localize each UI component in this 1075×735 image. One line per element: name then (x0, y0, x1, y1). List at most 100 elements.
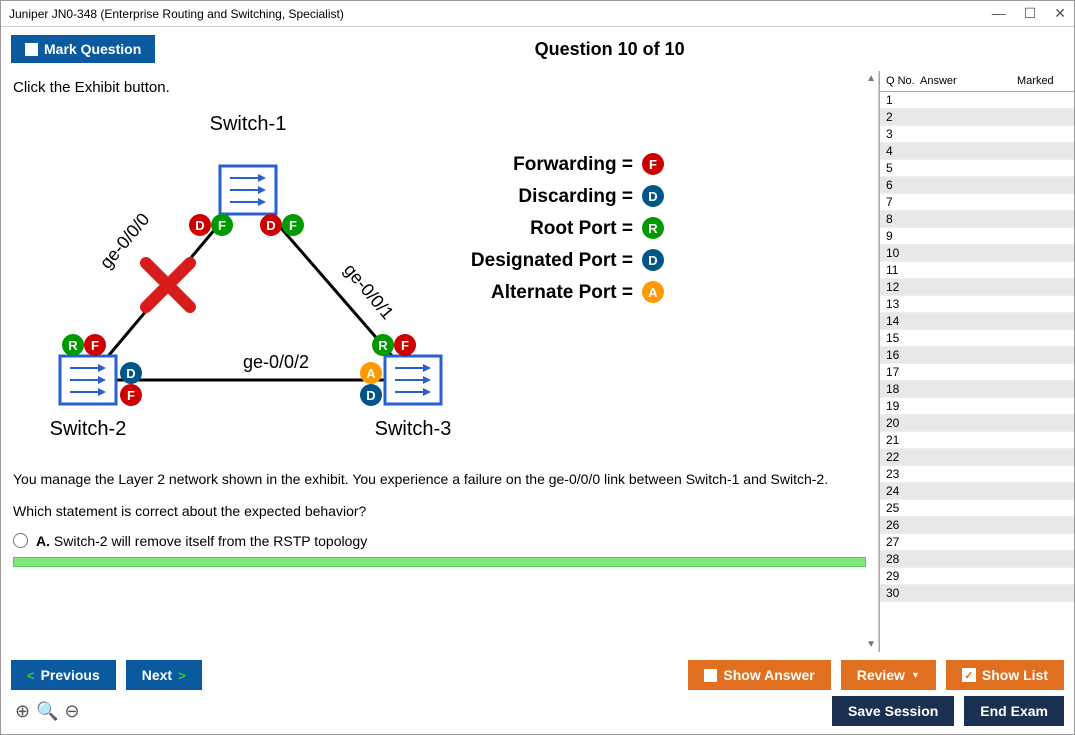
zoom-reset-icon[interactable]: ⊕ (15, 701, 30, 722)
qlist-num: 14 (880, 314, 918, 328)
svg-text:F: F (401, 338, 409, 353)
svg-text:Discarding =: Discarding = (518, 186, 633, 207)
svg-text:F: F (649, 157, 657, 172)
qlist-num: 23 (880, 467, 918, 481)
qlist-num: 3 (880, 127, 918, 141)
qlist-row[interactable]: 17 (880, 364, 1074, 381)
show-answer-label: Show Answer (723, 667, 814, 683)
svg-text:ge-0/0/1: ge-0/0/1 (340, 260, 398, 323)
svg-text:ge-0/0/2: ge-0/0/2 (243, 352, 309, 372)
qlist-row[interactable]: 15 (880, 330, 1074, 347)
qlist-row[interactable]: 13 (880, 296, 1074, 313)
qlist-row[interactable]: 6 (880, 177, 1074, 194)
qlist-num: 11 (880, 263, 918, 277)
show-list-label: Show List (982, 667, 1048, 683)
exhibit-diagram: ge-0/0/0ge-0/0/1ge-0/0/2Switch-1Switch-2… (13, 110, 833, 450)
qlist-num: 24 (880, 484, 918, 498)
qlist-row[interactable]: 5 (880, 160, 1074, 177)
show-list-button[interactable]: ✓ Show List (946, 660, 1064, 690)
qlist-num: 30 (880, 586, 918, 600)
qlist-row[interactable]: 10 (880, 245, 1074, 262)
mark-question-button[interactable]: Mark Question (11, 35, 155, 63)
qlist-row[interactable]: 7 (880, 194, 1074, 211)
qlist-num: 4 (880, 144, 918, 158)
svg-text:Switch-1: Switch-1 (210, 113, 287, 135)
qlist-row[interactable]: 3 (880, 126, 1074, 143)
qlist-header: Q No. Answer Marked (880, 71, 1074, 92)
qlist-num: 29 (880, 569, 918, 583)
qlist-num: 15 (880, 331, 918, 345)
qlist-row[interactable]: 21 (880, 432, 1074, 449)
qlist-row[interactable]: 24 (880, 483, 1074, 500)
qlist-row[interactable]: 2 (880, 109, 1074, 126)
svg-text:R: R (378, 338, 388, 353)
qlist-num: 20 (880, 416, 918, 430)
qlist-row[interactable]: 27 (880, 534, 1074, 551)
qlist-row[interactable]: 29 (880, 568, 1074, 585)
qlist-row[interactable]: 22 (880, 449, 1074, 466)
qlist-row[interactable]: 16 (880, 347, 1074, 364)
svg-text:D: D (195, 218, 204, 233)
zoom-in-icon[interactable]: 🔍 (36, 701, 58, 722)
qlist-row[interactable]: 9 (880, 228, 1074, 245)
save-session-button[interactable]: Save Session (832, 696, 954, 726)
minimize-icon[interactable]: — (992, 5, 1006, 22)
qlist-row[interactable]: 26 (880, 517, 1074, 534)
scroll-up-icon[interactable]: ▲ (866, 73, 876, 84)
option-radio[interactable] (13, 533, 28, 548)
qlist-row[interactable]: 4 (880, 143, 1074, 160)
question-counter: Question 10 of 10 (155, 39, 1064, 60)
col-qno: Q No. (882, 75, 920, 87)
qlist-row[interactable]: 8 (880, 211, 1074, 228)
qlist-row[interactable]: 19 (880, 398, 1074, 415)
qlist-body[interactable]: 1234567891011121314151617181920212223242… (880, 92, 1074, 652)
svg-text:F: F (91, 338, 99, 353)
qlist-row[interactable]: 14 (880, 313, 1074, 330)
qlist-row[interactable]: 20 (880, 415, 1074, 432)
scroll-down-icon[interactable]: ▼ (866, 639, 876, 650)
qlist-row[interactable]: 18 (880, 381, 1074, 398)
qlist-row[interactable]: 28 (880, 551, 1074, 568)
instruction-text: Click the Exhibit button. (13, 79, 866, 96)
previous-button[interactable]: < Previous (11, 660, 116, 690)
svg-text:A: A (648, 285, 658, 300)
window-title: Juniper JN0-348 (Enterprise Routing and … (9, 7, 344, 21)
review-label: Review (857, 667, 905, 683)
option-A[interactable]: A. Switch-2 will remove itself from the … (13, 533, 866, 549)
question-content: ▲ Click the Exhibit button. ge-0/0/0ge-0… (1, 71, 879, 652)
qlist-num: 19 (880, 399, 918, 413)
svg-text:A: A (366, 366, 376, 381)
qlist-num: 10 (880, 246, 918, 260)
qlist-num: 28 (880, 552, 918, 566)
svg-text:R: R (68, 338, 78, 353)
next-button[interactable]: Next > (126, 660, 202, 690)
qlist-num: 16 (880, 348, 918, 362)
qlist-num: 18 (880, 382, 918, 396)
qlist-row[interactable]: 30 (880, 585, 1074, 602)
svg-text:D: D (366, 388, 375, 403)
check-icon: ✓ (962, 668, 976, 682)
qlist-row[interactable]: 23 (880, 466, 1074, 483)
qlist-row[interactable]: 1 (880, 92, 1074, 109)
qlist-row[interactable]: 25 (880, 500, 1074, 517)
maximize-icon[interactable]: ☐ (1024, 5, 1037, 22)
chevron-right-icon: > (178, 668, 186, 683)
end-exam-button[interactable]: End Exam (964, 696, 1064, 726)
zoom-out-icon[interactable]: ⊖ (65, 701, 80, 722)
mark-question-label: Mark Question (44, 41, 141, 57)
svg-text:Forwarding =: Forwarding = (513, 154, 633, 175)
qlist-row[interactable]: 11 (880, 262, 1074, 279)
main: ▲ Click the Exhibit button. ge-0/0/0ge-0… (1, 71, 1074, 652)
svg-text:Alternate Port =: Alternate Port = (491, 282, 633, 303)
review-button[interactable]: Review ▼ (841, 660, 936, 690)
qlist-num: 25 (880, 501, 918, 515)
qlist-num: 9 (880, 229, 918, 243)
qlist-num: 27 (880, 535, 918, 549)
svg-text:F: F (127, 388, 135, 403)
window-controls: — ☐ ✕ (992, 5, 1066, 22)
close-icon[interactable]: ✕ (1054, 5, 1066, 22)
qlist-row[interactable]: 12 (880, 279, 1074, 296)
show-answer-button[interactable]: Show Answer (688, 660, 830, 690)
svg-text:F: F (289, 218, 297, 233)
col-marked: Marked (1017, 75, 1072, 87)
